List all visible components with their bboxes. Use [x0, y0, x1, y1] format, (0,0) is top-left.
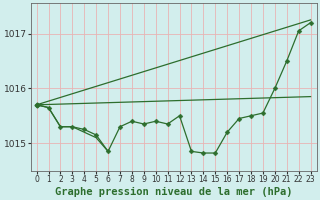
X-axis label: Graphe pression niveau de la mer (hPa): Graphe pression niveau de la mer (hPa)	[55, 186, 292, 197]
